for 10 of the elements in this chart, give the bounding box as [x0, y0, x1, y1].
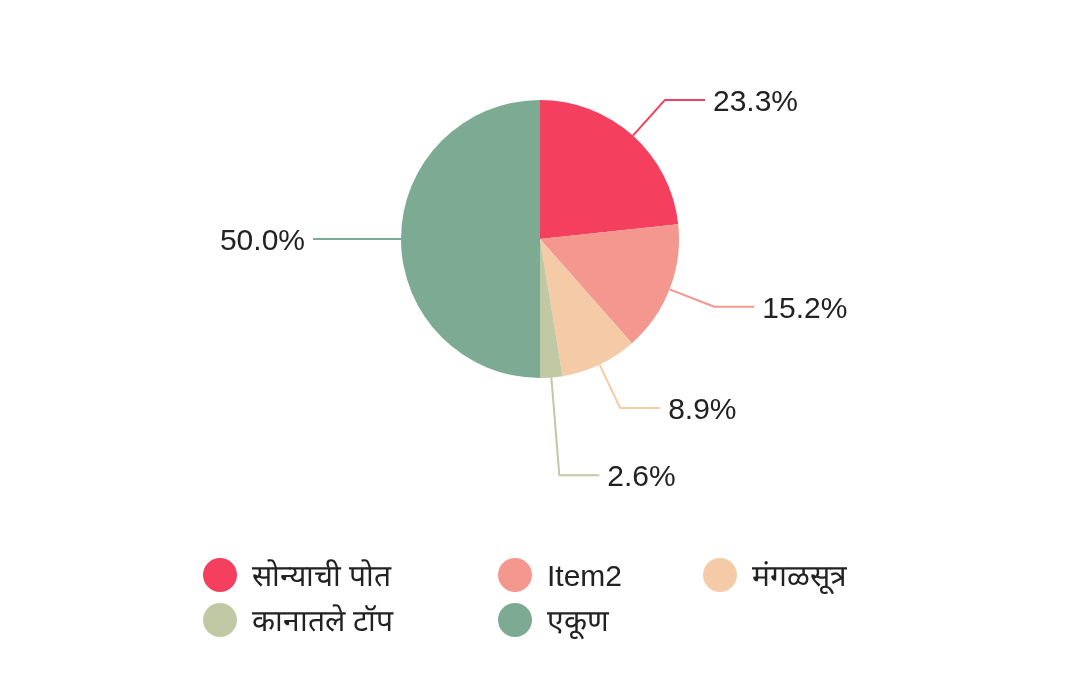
data-label: 2.6%: [607, 459, 676, 493]
data-label: 50.0%: [219, 223, 305, 256]
legend-label: सोन्याची पोत: [252, 559, 393, 592]
data-label: 15.2%: [762, 290, 848, 324]
legend-label: एकूण: [547, 604, 610, 640]
legend-label: मंगळसूत्र: [752, 559, 847, 595]
data-label: 23.3%: [712, 83, 799, 117]
data-label: 8.9%: [668, 391, 737, 425]
legend-label: Item2: [547, 559, 623, 592]
legend-label: कानातले टॉप: [252, 604, 395, 637]
